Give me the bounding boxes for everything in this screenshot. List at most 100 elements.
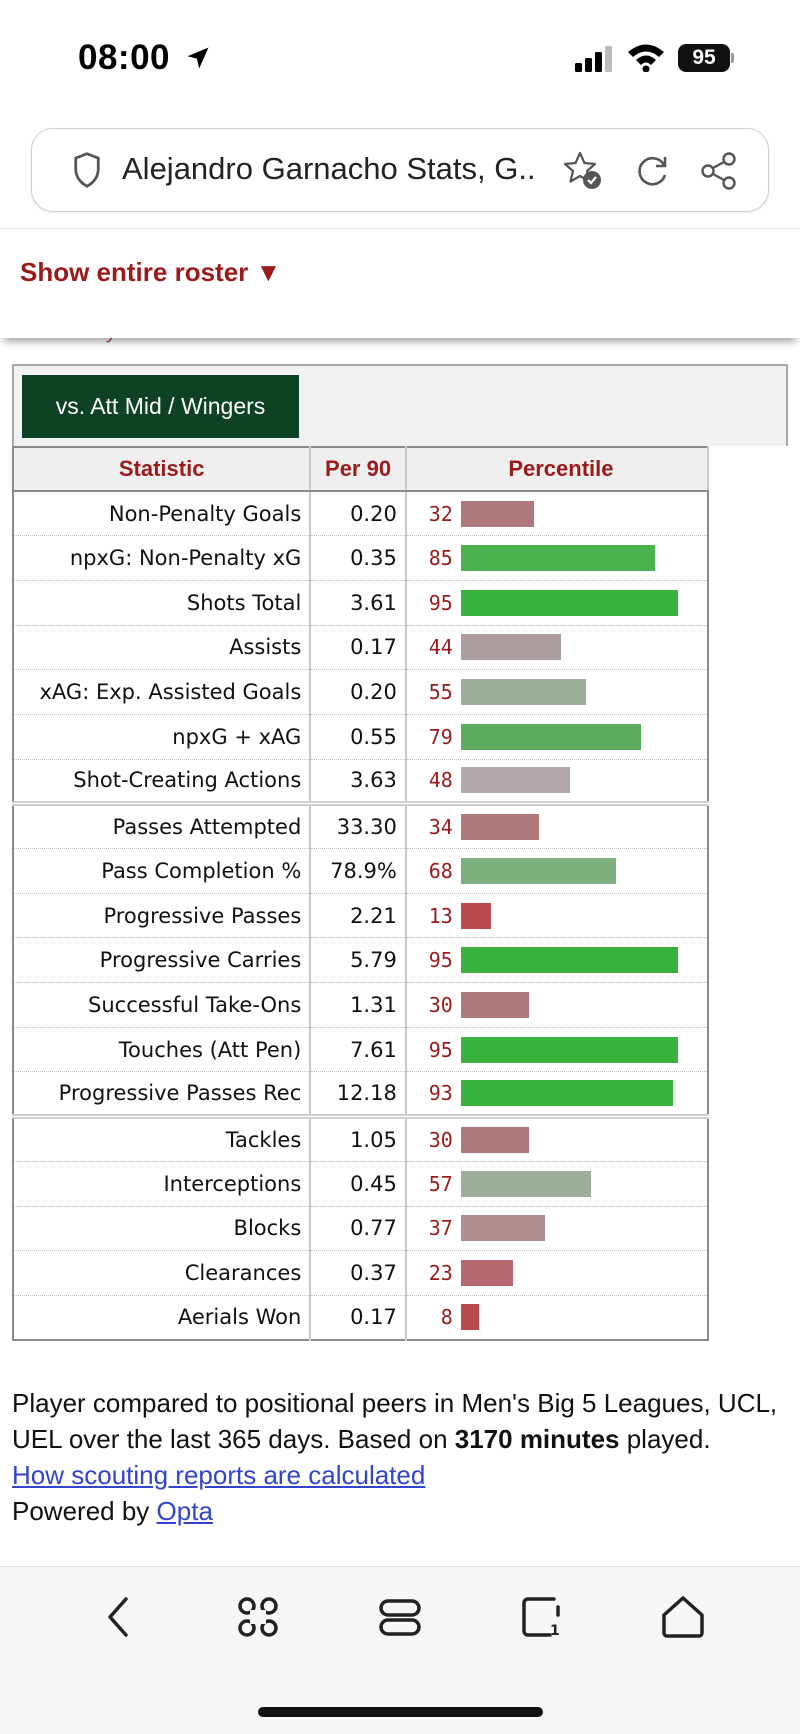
stat-per90: 78.9% bbox=[310, 848, 407, 894]
stat-per90: 1.05 bbox=[310, 1116, 407, 1162]
percentile-value: 85 bbox=[428, 546, 453, 571]
stat-name: Clearances bbox=[13, 1250, 312, 1296]
percentile-value: 57 bbox=[428, 1171, 453, 1196]
stat-name: Tackles bbox=[13, 1116, 312, 1162]
stat-per90: 3.61 bbox=[310, 580, 407, 626]
stat-percentile-cell: 95 bbox=[405, 937, 708, 984]
cellular-signal-icon bbox=[575, 46, 612, 72]
stat-percentile-cell: 34 bbox=[405, 803, 708, 849]
percentile-bar bbox=[460, 634, 561, 661]
page-title-url[interactable]: Alejandro Garnacho Stats, G.. bbox=[122, 151, 536, 186]
percentile-bar bbox=[460, 1215, 545, 1242]
table-row: Shots Total 3.61 95 bbox=[13, 580, 708, 626]
url-bar[interactable]: Alejandro Garnacho Stats, G.. bbox=[31, 128, 769, 212]
stat-per90: 5.79 bbox=[310, 937, 407, 984]
table-row: npxG + xAG 0.55 79 bbox=[13, 714, 708, 760]
percentile-bar bbox=[460, 857, 616, 884]
battery-indicator: 95 bbox=[678, 44, 730, 72]
back-icon[interactable] bbox=[100, 1593, 136, 1641]
wifi-icon bbox=[628, 44, 664, 72]
share-icon[interactable] bbox=[700, 151, 738, 191]
table-row: Passes Attempted 33.30 34 bbox=[13, 803, 708, 849]
powered-by-label: Powered by bbox=[12, 1496, 157, 1526]
percentile-bar bbox=[460, 500, 534, 527]
percentile-value: 30 bbox=[428, 992, 453, 1017]
opta-link[interactable]: Opta bbox=[156, 1496, 213, 1526]
percentile-value: 93 bbox=[428, 1081, 453, 1106]
stat-per90: 0.20 bbox=[310, 491, 407, 537]
location-arrow-icon bbox=[187, 47, 209, 69]
stat-percentile-cell: 79 bbox=[405, 714, 708, 760]
percentile-bar bbox=[460, 1170, 591, 1197]
stat-percentile-cell: 85 bbox=[405, 535, 708, 581]
stat-per90: 2.21 bbox=[310, 893, 407, 939]
percentile-value: 32 bbox=[428, 501, 453, 526]
scouting-footnote: Player compared to positional peers in M… bbox=[12, 1385, 797, 1529]
stat-name: Assists bbox=[13, 625, 312, 671]
stat-percentile-cell: 30 bbox=[405, 982, 708, 1028]
tab-groups-icon[interactable] bbox=[236, 1593, 280, 1641]
reload-icon[interactable] bbox=[632, 151, 672, 191]
footnote-end: played. bbox=[619, 1424, 711, 1454]
header-per90[interactable]: Per 90 bbox=[310, 447, 407, 492]
stat-per90: 7.61 bbox=[310, 1027, 407, 1073]
stat-per90: 0.35 bbox=[310, 535, 407, 581]
stat-percentile-cell: 13 bbox=[405, 893, 708, 939]
stat-per90: 0.17 bbox=[310, 1295, 407, 1341]
table-row: Touches (Att Pen) 7.61 95 bbox=[13, 1027, 708, 1073]
stat-per90: 1.31 bbox=[310, 982, 407, 1028]
percentile-value: 23 bbox=[428, 1261, 453, 1286]
percentile-bar bbox=[460, 589, 678, 616]
position-tab-att-mid-wingers[interactable]: vs. Att Mid / Wingers bbox=[22, 375, 299, 438]
table-header-row: Statistic Per 90 Percentile bbox=[13, 447, 710, 492]
show-entire-roster-link[interactable]: Show entire roster ▼ bbox=[20, 257, 282, 287]
stat-name: Progressive Passes bbox=[13, 893, 312, 939]
stat-per90: 0.77 bbox=[310, 1206, 407, 1252]
percentile-value: 48 bbox=[428, 768, 453, 793]
table-row: xAG: Exp. Assisted Goals 0.20 55 bbox=[13, 669, 708, 715]
stat-percentile-cell: 23 bbox=[405, 1250, 708, 1296]
stat-name: Successful Take-Ons bbox=[13, 982, 312, 1028]
stat-per90: 12.18 bbox=[310, 1071, 407, 1120]
header-percentile[interactable]: Percentile bbox=[405, 447, 710, 492]
percentile-bar bbox=[460, 1260, 513, 1287]
percentile-value: 79 bbox=[428, 724, 453, 749]
shield-icon[interactable] bbox=[72, 151, 102, 189]
stat-name: xAG: Exp. Assisted Goals bbox=[13, 669, 312, 715]
stat-percentile-cell: 93 bbox=[405, 1071, 708, 1120]
stat-per90: 0.45 bbox=[310, 1161, 407, 1207]
home-icon[interactable] bbox=[660, 1593, 706, 1641]
stat-name: Progressive Passes Rec bbox=[13, 1071, 312, 1120]
percentile-value: 37 bbox=[428, 1216, 453, 1241]
tabs-overview-icon[interactable] bbox=[378, 1593, 422, 1641]
stat-percentile-cell: 8 bbox=[405, 1295, 708, 1341]
stat-per90: 0.37 bbox=[310, 1250, 407, 1296]
percentile-value: 95 bbox=[428, 590, 453, 615]
stat-per90: 0.17 bbox=[310, 625, 407, 671]
percentile-value: 95 bbox=[428, 1037, 453, 1062]
stat-name: npxG + xAG bbox=[13, 714, 312, 760]
percentile-bar bbox=[460, 1126, 529, 1153]
percentile-value: 95 bbox=[428, 948, 453, 973]
stat-name: Shots Total bbox=[13, 580, 312, 626]
stat-percentile-cell: 48 bbox=[405, 759, 708, 807]
percentile-bar bbox=[460, 991, 529, 1018]
stat-per90: 0.55 bbox=[310, 714, 407, 760]
stat-percentile-cell: 44 bbox=[405, 625, 708, 671]
table-row: Non-Penalty Goals 0.20 32 bbox=[13, 491, 708, 537]
tab-count-icon[interactable]: 1 bbox=[520, 1593, 564, 1641]
how-calculated-link[interactable]: How scouting reports are calculated bbox=[12, 1460, 426, 1490]
stat-name: Touches (Att Pen) bbox=[13, 1027, 312, 1073]
percentile-value: 55 bbox=[428, 680, 453, 705]
footnote-text: Player compared to positional peers in M… bbox=[12, 1388, 778, 1454]
table-row: Successful Take-Ons 1.31 30 bbox=[13, 982, 708, 1028]
header-statistic[interactable]: Statistic bbox=[13, 447, 312, 492]
percentile-value: 68 bbox=[428, 858, 453, 883]
bookmark-star-icon[interactable] bbox=[562, 149, 606, 193]
stat-percentile-cell: 37 bbox=[405, 1206, 708, 1252]
percentile-bar bbox=[460, 814, 539, 841]
stat-percentile-cell: 95 bbox=[405, 1027, 708, 1073]
battery-tip bbox=[731, 53, 734, 63]
table-row: Tackles 1.05 30 bbox=[13, 1116, 708, 1162]
minutes-played: 3170 minutes bbox=[454, 1424, 620, 1454]
